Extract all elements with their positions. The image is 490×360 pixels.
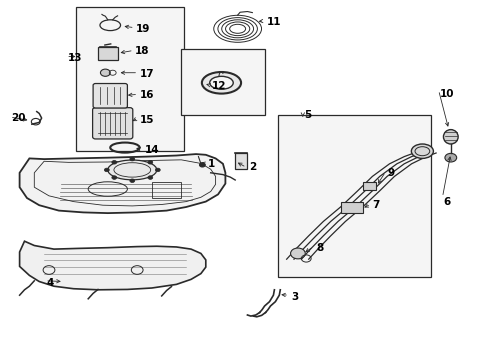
Bar bbox=[76, 7, 184, 151]
Text: 9: 9 bbox=[387, 168, 394, 178]
Circle shape bbox=[199, 163, 205, 167]
Text: 6: 6 bbox=[443, 197, 451, 207]
Text: 10: 10 bbox=[440, 89, 455, 99]
Bar bbox=[181, 49, 265, 115]
Circle shape bbox=[104, 168, 109, 172]
Ellipse shape bbox=[202, 72, 241, 94]
FancyBboxPatch shape bbox=[93, 108, 133, 139]
Text: 4: 4 bbox=[47, 278, 54, 288]
Bar bbox=[278, 115, 431, 277]
Text: 17: 17 bbox=[140, 69, 154, 79]
Text: 20: 20 bbox=[11, 113, 25, 123]
Polygon shape bbox=[20, 154, 225, 213]
Ellipse shape bbox=[210, 76, 233, 89]
Text: 19: 19 bbox=[136, 24, 150, 34]
Text: 8: 8 bbox=[316, 243, 323, 253]
Text: 15: 15 bbox=[140, 114, 154, 125]
Bar bbox=[341, 202, 363, 213]
Circle shape bbox=[112, 176, 117, 179]
Circle shape bbox=[155, 168, 160, 172]
Circle shape bbox=[445, 153, 457, 162]
Bar bbox=[363, 182, 376, 190]
Text: 11: 11 bbox=[267, 17, 282, 27]
Circle shape bbox=[130, 157, 135, 161]
FancyBboxPatch shape bbox=[93, 84, 127, 108]
Ellipse shape bbox=[412, 144, 433, 158]
Text: 16: 16 bbox=[140, 90, 154, 100]
Polygon shape bbox=[20, 241, 206, 290]
Ellipse shape bbox=[443, 130, 458, 144]
Text: 13: 13 bbox=[68, 53, 82, 63]
Bar bbox=[98, 47, 118, 60]
Text: 1: 1 bbox=[208, 159, 216, 169]
Text: 18: 18 bbox=[135, 46, 150, 57]
Circle shape bbox=[148, 161, 153, 164]
Circle shape bbox=[100, 69, 110, 76]
Text: 7: 7 bbox=[372, 200, 380, 210]
Circle shape bbox=[130, 179, 135, 183]
Circle shape bbox=[148, 176, 153, 179]
Text: 12: 12 bbox=[212, 81, 226, 91]
Bar bbox=[152, 182, 181, 198]
Ellipse shape bbox=[108, 160, 157, 180]
Text: 2: 2 bbox=[249, 162, 256, 172]
Circle shape bbox=[291, 248, 305, 259]
Bar bbox=[235, 153, 247, 169]
Text: 3: 3 bbox=[292, 292, 299, 302]
Text: 14: 14 bbox=[145, 145, 159, 156]
Circle shape bbox=[112, 161, 117, 164]
Text: 5: 5 bbox=[304, 110, 311, 120]
